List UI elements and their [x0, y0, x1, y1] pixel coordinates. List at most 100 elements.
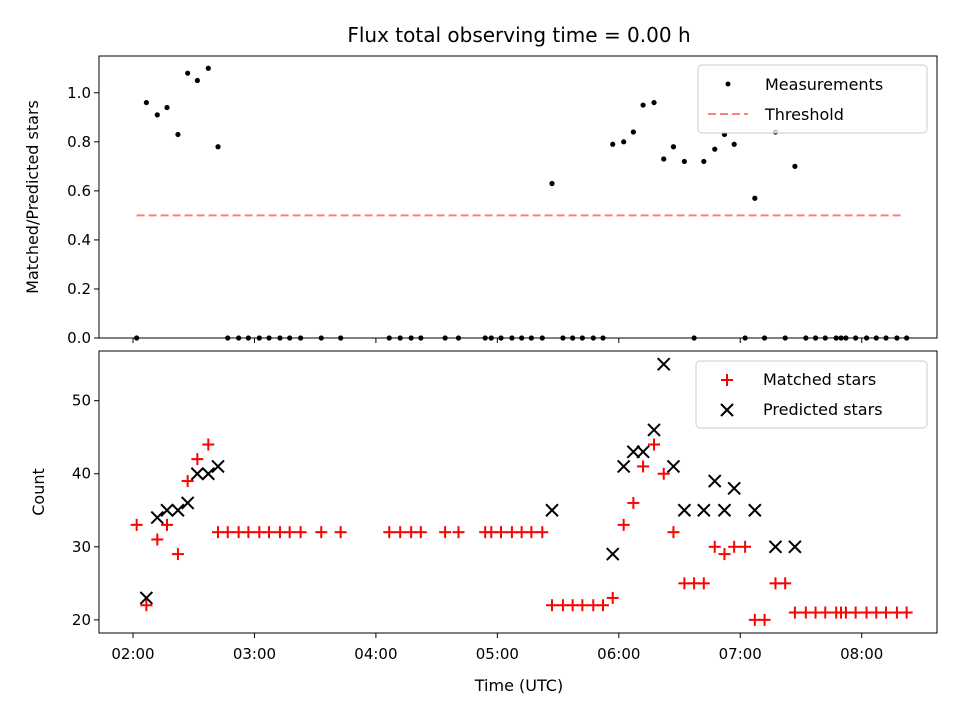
x-tick-label: 08:00 — [840, 645, 883, 663]
measurement-point — [792, 163, 798, 169]
predicted-point — [677, 503, 692, 517]
measurement-point — [549, 180, 555, 187]
predicted-point — [606, 547, 620, 561]
predicted-point — [657, 357, 671, 371]
top-panel: 0.0 0.2 0.4 0.6 0.8 1.0 Matched/Predicted sta… — [23, 55, 938, 347]
measurement-point — [681, 158, 687, 165]
legend-threshold-label: Threshold — [764, 105, 844, 124]
measurement-point — [194, 77, 200, 84]
predicted-point — [190, 467, 205, 481]
measurement-point — [164, 104, 170, 111]
top-y-tick-label: 0.2 — [67, 280, 91, 298]
matched-point — [191, 453, 204, 466]
measurement-point — [651, 99, 657, 106]
matched-point — [151, 533, 164, 546]
matched-point — [221, 526, 234, 539]
predicted-point — [636, 445, 650, 459]
measurement-point — [185, 70, 191, 76]
predicted-point — [201, 467, 216, 481]
matched-point — [283, 526, 296, 539]
bottom-y-tick-label: 40 — [72, 465, 91, 483]
measurement-point — [630, 129, 636, 135]
matched-point — [667, 526, 680, 539]
predicted-point — [717, 503, 732, 517]
measurement-point — [752, 195, 758, 201]
chart-title: Flux total observing time = 0.00 h — [347, 23, 690, 47]
matched-point — [263, 526, 276, 539]
top-y-ticks: 0.0 0.2 0.4 0.6 0.8 1.0 — [67, 84, 99, 347]
legend-measurements-label: Measurements — [765, 75, 883, 94]
top-y-tick-label: 0.8 — [67, 133, 91, 151]
x-axis-label: Time (UTC) — [474, 676, 563, 695]
bottom-y-axis-label: Count — [29, 468, 48, 516]
bottom-y-ticks: 20 30 40 50 — [72, 392, 99, 629]
measurement-point — [712, 146, 718, 152]
predicted-point — [150, 510, 165, 525]
measurement-point — [731, 141, 737, 147]
measurement-point — [670, 144, 677, 150]
bottom-legend-box — [695, 360, 928, 429]
matched-point — [315, 526, 328, 539]
predicted-point — [727, 481, 741, 496]
matched-point — [383, 526, 396, 539]
top-axes-frame — [98, 55, 938, 339]
legend-predicted-label: Predicted stars — [763, 400, 883, 419]
bottom-axes-frame — [98, 350, 938, 634]
matched-point — [140, 599, 153, 612]
x-tick-label: 02:00 — [111, 645, 154, 663]
matched-point — [494, 526, 507, 539]
matched-point — [739, 540, 752, 553]
matched-point — [202, 438, 215, 451]
measurement-point — [621, 139, 627, 145]
top-legend-box — [697, 64, 928, 134]
matched-point — [627, 496, 640, 509]
measurement-point — [205, 65, 211, 71]
matched-point — [637, 460, 650, 473]
bottom-y-tick-label: 50 — [72, 392, 91, 410]
measurement-point — [175, 131, 181, 138]
x-tick-label: 04:00 — [354, 645, 397, 663]
predicted-point — [768, 540, 783, 554]
matched-point — [697, 577, 710, 590]
measurement-point — [143, 99, 149, 106]
matched-point — [161, 518, 174, 531]
predicted-point — [788, 540, 802, 554]
predicted-point — [666, 459, 681, 474]
matched-point — [597, 599, 610, 612]
measurement-point — [640, 102, 646, 108]
matched-point — [728, 540, 741, 553]
bottom-y-tick-label: 20 — [72, 611, 91, 629]
top-x-ticks — [132, 338, 863, 343]
matched-point — [414, 526, 427, 539]
bottom-legend: Matched stars Predicted stars — [695, 360, 928, 429]
matched-point — [879, 606, 892, 619]
predicted-point — [748, 503, 762, 517]
matched-point — [718, 548, 731, 561]
matched-point — [334, 526, 347, 539]
matched-point — [536, 526, 549, 539]
predicted-point — [647, 423, 661, 437]
predicted-point — [171, 503, 185, 517]
matched-point — [452, 526, 465, 539]
matched-point — [394, 526, 407, 539]
legend-matched-marker — [721, 374, 733, 386]
matched-point — [788, 606, 801, 619]
top-y-tick-label: 0.6 — [67, 182, 91, 200]
matched-point — [648, 438, 661, 451]
x-tick-label: 07:00 — [719, 645, 762, 663]
matched-point — [657, 467, 670, 480]
matched-point — [130, 518, 143, 531]
legend-matched-label: Matched stars — [763, 370, 876, 389]
x-tick-label: 03:00 — [233, 645, 276, 663]
top-y-axis-label: Matched/Predicted stars — [23, 100, 42, 294]
matched-point — [900, 606, 913, 619]
predicted-point — [708, 474, 722, 488]
bottom-y-tick-label: 30 — [72, 538, 91, 556]
top-y-tick-label: 1.0 — [67, 84, 91, 102]
predicted-point — [626, 445, 641, 459]
matched-point — [171, 548, 184, 561]
measurement-point — [215, 144, 221, 150]
predicted-point — [160, 503, 174, 517]
predicted-point — [616, 459, 631, 474]
matched-point — [819, 606, 832, 619]
